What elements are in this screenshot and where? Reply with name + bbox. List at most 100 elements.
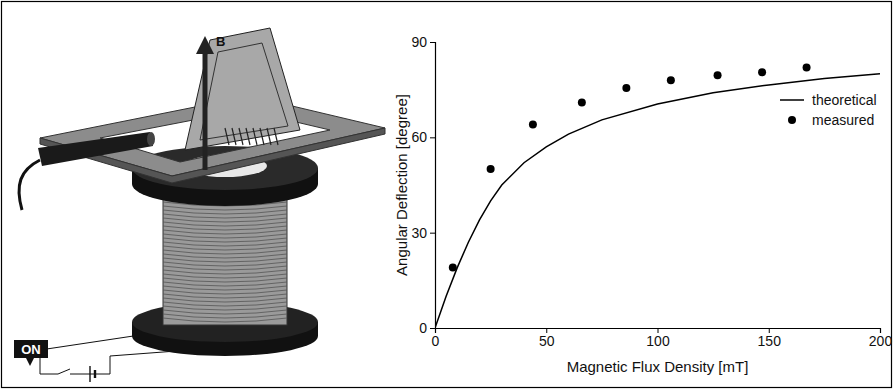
battery-plate	[89, 366, 90, 382]
tick-label: 60	[411, 129, 427, 145]
tick-mark	[430, 42, 435, 43]
field-arrow	[203, 50, 208, 170]
tick-mark	[430, 328, 435, 329]
tick: 50	[539, 328, 555, 349]
tick-label: 50	[539, 333, 555, 349]
tick-label: 200	[869, 333, 893, 349]
tick-mark	[430, 137, 435, 138]
data-point	[529, 121, 537, 129]
winding	[163, 214, 287, 218]
series-line	[435, 74, 880, 328]
axis-line	[430, 43, 436, 329]
winding	[163, 230, 287, 234]
x-axis: 0 50 100 150 200	[432, 328, 893, 349]
winding	[163, 266, 287, 270]
tick: 0	[419, 320, 435, 336]
winding	[163, 274, 287, 278]
field-arrowhead	[196, 36, 214, 54]
flap-trace	[253, 128, 257, 145]
switch-label: ON	[21, 342, 41, 357]
tilted-flap	[185, 28, 300, 150]
switch-blade	[58, 369, 70, 374]
legend-swatch	[788, 116, 796, 124]
winding	[163, 294, 287, 298]
flap-coil	[225, 128, 278, 145]
winding	[163, 278, 287, 282]
winding	[163, 206, 287, 210]
winding	[163, 302, 287, 306]
winding	[163, 306, 287, 310]
tick: 0	[432, 328, 440, 349]
probe-cable	[19, 160, 40, 210]
data-point	[803, 63, 811, 71]
winding	[163, 222, 287, 226]
data-point	[487, 165, 495, 173]
data-point	[714, 71, 722, 79]
data-point	[622, 84, 630, 92]
legend-label: theoretical	[812, 92, 877, 108]
winding	[163, 290, 287, 294]
flap-trace	[246, 128, 250, 145]
data-point	[758, 68, 766, 76]
y-axis: 0 30 60 90	[411, 34, 435, 336]
tick-label: 0	[432, 333, 440, 349]
data-point	[667, 76, 675, 84]
legend: theoretical measured	[780, 92, 877, 128]
switch-tag	[14, 340, 48, 358]
x-axis-title: Magnetic Flux Density [mT]	[567, 358, 749, 375]
data-point	[449, 264, 457, 272]
winding	[163, 250, 287, 254]
flap-trace	[232, 128, 236, 145]
winding	[163, 258, 287, 262]
switch-tag-pointer	[26, 358, 34, 366]
figure: B ON 0 50 100 150 200 0 30 60 90 Magnetic Flux Dens…	[0, 0, 893, 389]
winding	[163, 262, 287, 266]
tick: 60	[411, 129, 435, 145]
winding	[163, 238, 287, 242]
tick-label: 30	[411, 225, 427, 241]
legend-label: measured	[812, 112, 874, 128]
probe-body	[38, 132, 153, 166]
flap-trace	[267, 128, 271, 145]
tick-label: 150	[758, 333, 782, 349]
winding	[163, 218, 287, 222]
winding	[163, 298, 287, 302]
tick-mark	[430, 233, 435, 234]
winding	[163, 246, 287, 250]
winding	[163, 286, 287, 290]
illustration: B ON	[14, 28, 385, 382]
flap-trace	[274, 128, 278, 145]
field-label: B	[216, 34, 225, 49]
circuit-wire	[40, 335, 190, 374]
tick-label: 90	[411, 34, 427, 50]
tick: 200	[869, 328, 893, 349]
coil-windings	[163, 190, 287, 322]
battery-plate	[94, 370, 96, 378]
tick: 30	[411, 225, 435, 241]
tick: 90	[411, 34, 435, 50]
flap-trace	[225, 128, 229, 145]
figure-frame	[2, 2, 892, 388]
winding	[163, 282, 287, 286]
chart: 0 50 100 150 200 0 30 60 90 Magnetic Flux Density…	[393, 34, 892, 375]
tick-label: 100	[646, 333, 670, 349]
winding	[163, 234, 287, 238]
tick: 100	[646, 328, 670, 349]
probe-tip	[147, 132, 155, 146]
flap-trace	[260, 128, 264, 145]
winding	[163, 226, 287, 230]
flap-inner	[200, 43, 288, 140]
winding	[163, 314, 287, 318]
y-axis-title: Angular Deflection [degree]	[393, 94, 410, 276]
winding	[163, 254, 287, 258]
tick-label: 0	[419, 320, 427, 336]
tick: 150	[758, 328, 782, 349]
data-point	[578, 98, 586, 106]
winding	[163, 270, 287, 274]
winding	[163, 210, 287, 214]
winding	[163, 318, 287, 322]
winding	[163, 310, 287, 314]
plot-area	[435, 63, 880, 328]
legend-swatch	[780, 99, 804, 101]
winding	[163, 242, 287, 246]
